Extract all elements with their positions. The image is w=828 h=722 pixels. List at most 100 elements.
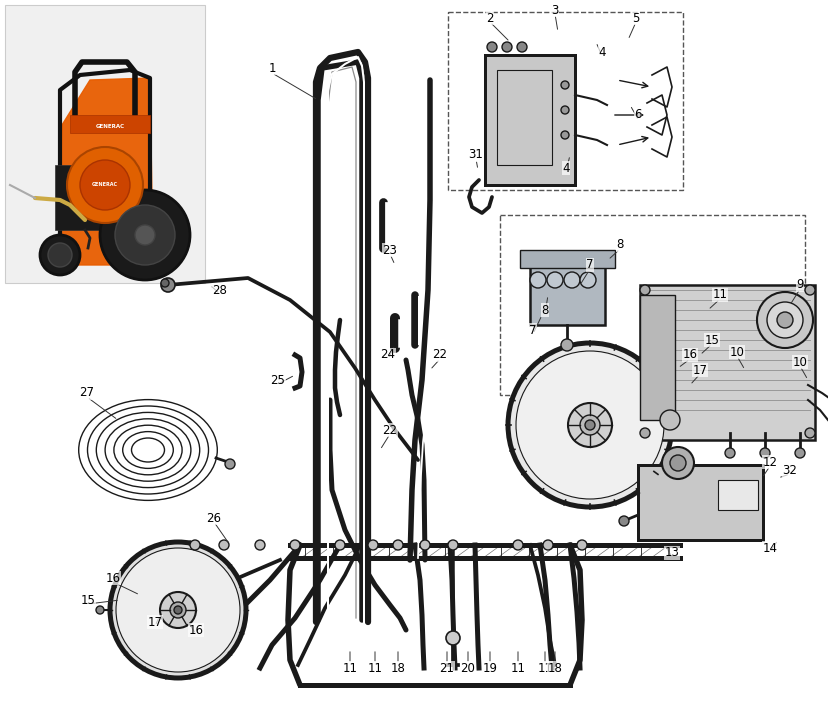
Polygon shape — [58, 78, 153, 265]
Circle shape — [619, 516, 628, 526]
Text: 4: 4 — [561, 162, 569, 175]
Circle shape — [255, 540, 265, 550]
Circle shape — [542, 540, 552, 550]
Circle shape — [290, 540, 300, 550]
Circle shape — [219, 540, 229, 550]
Circle shape — [100, 190, 190, 280]
Circle shape — [580, 272, 595, 288]
Bar — [497, 70, 551, 165]
Text: 8: 8 — [615, 238, 623, 251]
Text: 12: 12 — [762, 456, 777, 469]
Text: 25: 25 — [270, 373, 285, 386]
Circle shape — [561, 106, 568, 114]
Circle shape — [48, 243, 72, 267]
Text: 7: 7 — [585, 258, 593, 271]
Text: 2: 2 — [486, 12, 493, 25]
Circle shape — [585, 420, 595, 430]
Text: 8: 8 — [541, 303, 548, 316]
Circle shape — [515, 351, 663, 499]
Text: 17: 17 — [147, 615, 162, 628]
Circle shape — [756, 292, 812, 348]
Text: 27: 27 — [79, 386, 94, 399]
Bar — [639, 295, 674, 420]
Circle shape — [170, 602, 185, 618]
Text: 17: 17 — [691, 363, 706, 376]
Text: 16: 16 — [105, 572, 120, 585]
Circle shape — [40, 235, 80, 275]
Text: 15: 15 — [80, 593, 95, 606]
Bar — [717, 480, 757, 510]
Text: GENERAC: GENERAC — [92, 183, 118, 188]
Circle shape — [502, 42, 512, 52]
Text: 13: 13 — [664, 547, 679, 560]
Text: 22: 22 — [382, 424, 397, 437]
Circle shape — [639, 285, 649, 295]
Circle shape — [368, 540, 378, 550]
Bar — [484, 55, 575, 185]
Circle shape — [96, 606, 104, 614]
Text: 20: 20 — [460, 661, 475, 674]
Bar — [55, 165, 105, 230]
Circle shape — [561, 131, 568, 139]
Text: 26: 26 — [206, 511, 221, 524]
Text: 11: 11 — [510, 661, 525, 674]
Circle shape — [190, 540, 200, 550]
Text: 32: 32 — [782, 464, 797, 477]
Text: 23: 23 — [382, 243, 397, 256]
Circle shape — [724, 448, 734, 458]
Text: 4: 4 — [598, 45, 605, 58]
Circle shape — [639, 428, 649, 438]
Text: 7: 7 — [528, 323, 536, 336]
Text: 15: 15 — [704, 334, 719, 347]
Circle shape — [135, 225, 155, 245]
Circle shape — [561, 81, 568, 89]
Text: 31: 31 — [468, 149, 483, 162]
Text: 6: 6 — [633, 108, 641, 121]
Text: 19: 19 — [482, 661, 497, 674]
Circle shape — [804, 428, 814, 438]
Circle shape — [766, 302, 802, 338]
Text: 5: 5 — [632, 12, 639, 25]
Text: 16: 16 — [188, 624, 203, 637]
Circle shape — [580, 415, 599, 435]
Bar — [529, 265, 604, 325]
Circle shape — [174, 606, 182, 614]
Text: GENERAC: GENERAC — [95, 124, 124, 129]
Circle shape — [517, 42, 527, 52]
Bar — [639, 285, 814, 440]
Circle shape — [110, 542, 246, 678]
Bar — [5, 5, 205, 283]
Text: 21: 21 — [439, 661, 454, 674]
Text: 9: 9 — [795, 279, 803, 292]
Text: 11: 11 — [367, 661, 382, 674]
Bar — [638, 465, 762, 540]
Circle shape — [776, 312, 792, 328]
Text: 16: 16 — [681, 349, 696, 362]
Circle shape — [567, 403, 611, 447]
Text: 24: 24 — [380, 349, 395, 362]
Circle shape — [662, 447, 693, 479]
Circle shape — [445, 631, 460, 645]
Bar — [70, 115, 150, 133]
Text: 28: 28 — [212, 284, 227, 297]
Circle shape — [669, 455, 686, 471]
Circle shape — [447, 540, 457, 550]
Circle shape — [561, 339, 572, 351]
Bar — [447, 12, 682, 190]
Circle shape — [486, 42, 497, 52]
Circle shape — [546, 272, 562, 288]
Circle shape — [513, 540, 522, 550]
Circle shape — [759, 448, 769, 458]
Bar — [499, 215, 804, 395]
Circle shape — [392, 540, 402, 550]
Text: 14: 14 — [762, 542, 777, 554]
Text: 1: 1 — [268, 61, 276, 74]
Circle shape — [529, 272, 546, 288]
Circle shape — [224, 459, 234, 469]
Text: 11: 11 — [342, 661, 357, 674]
Circle shape — [804, 285, 814, 295]
Circle shape — [335, 540, 344, 550]
Circle shape — [563, 272, 580, 288]
Circle shape — [794, 448, 804, 458]
Text: 10: 10 — [792, 355, 806, 368]
